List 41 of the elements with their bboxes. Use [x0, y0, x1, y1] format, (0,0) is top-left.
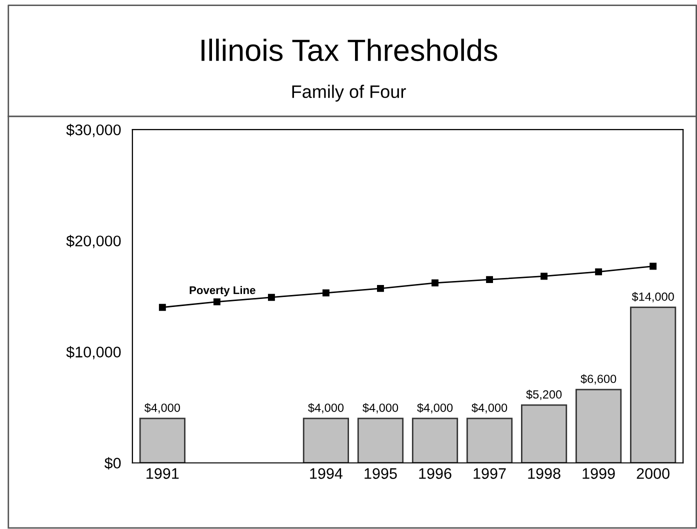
bar	[139, 418, 186, 463]
point	[540, 272, 548, 280]
point	[486, 276, 493, 284]
data-label: $4,000	[144, 403, 180, 414]
x-tick-label: 1991	[146, 468, 179, 479]
data-label: $4,000	[308, 403, 344, 414]
y-tick-label: $10,000	[66, 346, 121, 360]
x-tick-label: 1995	[364, 468, 397, 479]
point	[158, 304, 166, 311]
bar	[576, 388, 622, 463]
x-tick-label: 1997	[474, 468, 506, 479]
point	[595, 268, 602, 276]
x-tick-label: 2000	[636, 468, 670, 479]
data-label: $5,200	[526, 390, 562, 400]
point	[377, 284, 384, 292]
y-tick-label: $20,000	[66, 234, 121, 248]
data-label: $4,000	[472, 403, 508, 414]
x-tick-label: 1999	[582, 468, 615, 479]
data-label: $4,000	[417, 403, 453, 414]
data-label: $4,000	[362, 403, 398, 414]
point	[268, 294, 275, 301]
bar	[520, 404, 568, 463]
bar	[630, 306, 676, 463]
data-label: $14,000	[632, 292, 674, 302]
bar	[412, 418, 458, 463]
chart-subtitle: Family of Four	[292, 84, 406, 102]
point	[650, 262, 657, 270]
point	[322, 289, 330, 296]
point	[213, 298, 220, 306]
x-tick-label: 1994	[310, 468, 343, 479]
chart-title: Illinois Tax Thresholds	[202, 38, 498, 62]
bar	[302, 418, 350, 463]
x-tick-label: 1996	[419, 468, 452, 479]
data-label: $6,600	[580, 374, 616, 384]
y-tick-label: $0	[104, 457, 121, 470]
x-tick-label: 1998	[528, 468, 560, 479]
series-label: Poverty Line	[190, 286, 256, 296]
bar	[466, 418, 513, 463]
y-tick-label: $30,000	[66, 124, 121, 138]
bar	[357, 418, 404, 463]
point	[432, 279, 438, 286]
